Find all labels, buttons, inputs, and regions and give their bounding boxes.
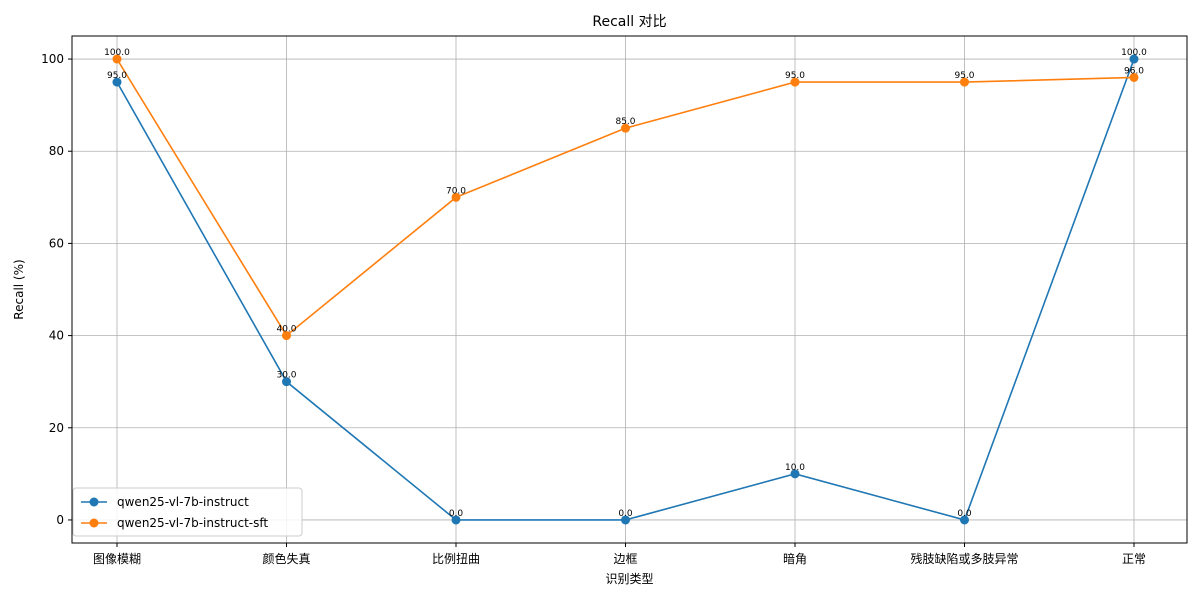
data-label: 95.0 xyxy=(954,71,974,81)
data-label: 10.0 xyxy=(785,463,805,473)
grid-layer xyxy=(72,36,1187,543)
data-label: 30.0 xyxy=(276,371,296,381)
legend-swatch-marker xyxy=(89,497,99,507)
data-point xyxy=(621,123,630,133)
legend: qwen25-vl-7b-instruct qwen25-vl-7b-instru… xyxy=(72,487,303,537)
data-point xyxy=(960,515,969,525)
x-axis-title: 识别类型 xyxy=(605,572,653,586)
x-tick-label: 比例扭曲 xyxy=(432,552,480,566)
data-label: 40.0 xyxy=(276,325,296,335)
y-tick-label: 0 xyxy=(56,513,64,527)
data-point xyxy=(112,77,122,87)
chart-title: Recall 对比 xyxy=(592,14,666,30)
data-point xyxy=(960,77,969,87)
data-label: 96.0 xyxy=(1124,66,1144,76)
data-label: 0.0 xyxy=(618,509,633,519)
legend-entry: qwen25-vl-7b-instruct-sft xyxy=(117,516,268,530)
data-point xyxy=(112,54,122,64)
data-label: 95.0 xyxy=(785,71,805,81)
data-point xyxy=(621,515,630,525)
x-tick-label: 颜色失真 xyxy=(262,551,310,566)
data-point xyxy=(790,469,800,479)
data-point xyxy=(451,515,461,525)
data-label: 100.0 xyxy=(104,48,130,58)
data-label: 95.0 xyxy=(107,71,127,81)
tick-layer: 图像模糊 颜色失真 比例扭曲 边框 暗角 残肢缺陷或多肢异常 正常 0 20 40 60 80 100 xyxy=(41,52,1146,566)
legend-swatch-marker xyxy=(89,518,99,528)
y-axis-title: Recall (%) xyxy=(12,259,26,319)
x-tick-label: 正常 xyxy=(1122,552,1146,566)
y-tick-label: 80 xyxy=(49,144,64,158)
x-tick-label: 暗角 xyxy=(783,551,807,566)
y-tick-label: 40 xyxy=(49,329,64,343)
legend-entry: qwen25-vl-7b-instruct xyxy=(117,495,249,509)
data-point xyxy=(790,77,800,87)
x-tick-label: 残肢缺陷或多肢异常 xyxy=(910,551,1018,566)
data-label-layer: 95.0 30.0 0.0 0.0 10.0 0.0 100.0 100.0 40.0 70.0 8… xyxy=(104,48,1147,519)
data-label: 70.0 xyxy=(446,186,466,196)
data-point xyxy=(282,377,291,387)
y-tick-label: 60 xyxy=(49,236,64,250)
data-label: 0.0 xyxy=(957,509,972,519)
data-label: 0.0 xyxy=(449,509,464,519)
data-label: 100.0 xyxy=(1121,48,1147,58)
x-tick-label: 图像模糊 xyxy=(93,551,141,566)
legend-box xyxy=(72,487,303,537)
data-point xyxy=(1129,54,1139,64)
x-tick-label: 边框 xyxy=(613,552,637,566)
data-label: 85.0 xyxy=(615,117,635,127)
y-tick-label: 20 xyxy=(49,421,64,435)
data-point xyxy=(451,192,461,202)
plot-frame xyxy=(71,35,1188,544)
data-point xyxy=(1129,72,1139,82)
data-point xyxy=(282,331,291,341)
y-tick-label: 100 xyxy=(41,52,64,66)
series-layer xyxy=(112,54,1139,525)
